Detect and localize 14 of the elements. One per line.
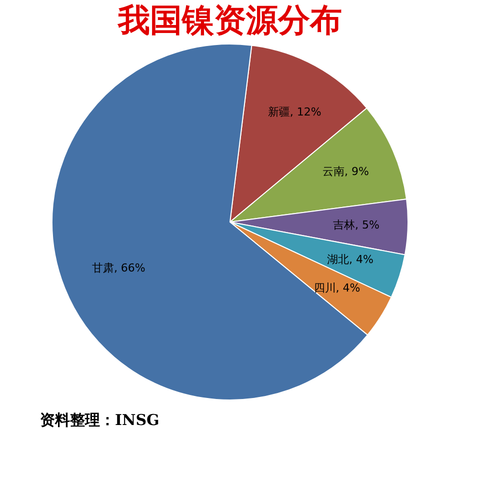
slice-label: 湖北 bbox=[327, 253, 350, 266]
data-label: , 12% bbox=[290, 105, 322, 118]
slice-label: 甘肃 bbox=[92, 261, 114, 274]
slice-label: 四川 bbox=[314, 282, 336, 295]
data-label: , 4% bbox=[336, 282, 360, 295]
text: 资料整理：INSG bbox=[40, 411, 160, 429]
data-label: , 9% bbox=[344, 164, 369, 178]
data-label: , 66% bbox=[114, 261, 146, 274]
data-label: , 5% bbox=[354, 218, 380, 232]
slice-label: 新疆 bbox=[268, 105, 290, 118]
slice-label: 吉林 bbox=[332, 218, 355, 232]
slice-label: 云南 bbox=[322, 164, 345, 178]
chart-title: 我国镍资源分布 bbox=[117, 1, 342, 39]
data-label: , 4% bbox=[349, 253, 374, 266]
